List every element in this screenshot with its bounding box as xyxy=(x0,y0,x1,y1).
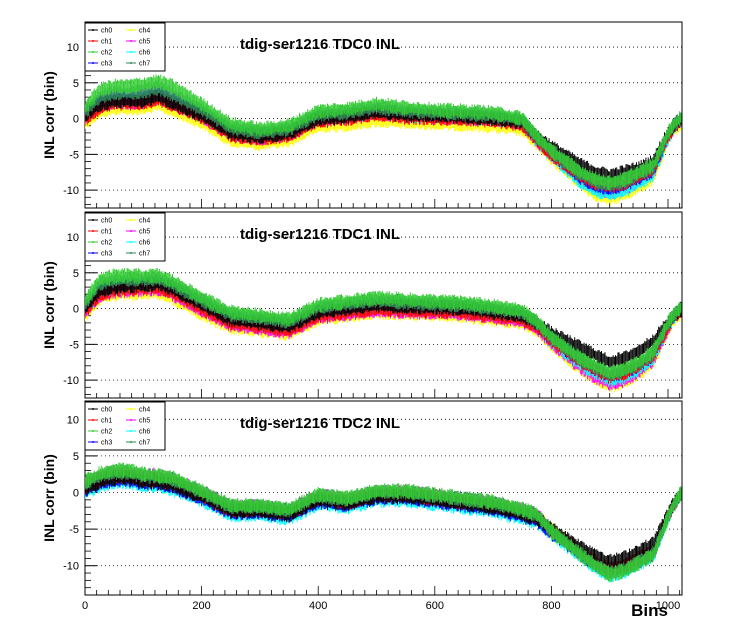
legend-marker-ch6 xyxy=(130,241,132,243)
legend-label-ch4: ch4 xyxy=(139,218,150,225)
y-axis-title: INL corr (bin) xyxy=(41,71,57,159)
panel-tdc0: -10 -5 0 5 10 INL corr (bin) tdig-ser1216 TDC0… xyxy=(41,21,683,209)
legend-label-ch6: ch6 xyxy=(139,429,150,436)
legend-label-ch6: ch6 xyxy=(139,240,150,247)
legend-label-ch3: ch3 xyxy=(101,61,112,68)
legend-marker-ch2 xyxy=(92,430,94,432)
legend: ch0 ch1 ch2 ch3 ch4 ch5 ch6 ch7 xyxy=(84,401,166,451)
panel-title: tdig-ser1216 TDC2 INL xyxy=(240,415,400,432)
legend-label-ch1: ch1 xyxy=(101,39,112,46)
panel-tdc2: -10 -5 0 5 10 0 200 400 600 800 1000 INL corr (bin)… xyxy=(41,400,683,620)
legend-marker-ch0 xyxy=(92,408,94,410)
legend-label-ch0: ch0 xyxy=(101,218,112,225)
legend-label-ch2: ch2 xyxy=(101,50,112,57)
legend-marker-ch7 xyxy=(130,252,132,254)
x-tick-label: 600 xyxy=(426,600,444,612)
legend-label-ch3: ch3 xyxy=(101,251,112,258)
panel-title: tdig-ser1216 TDC1 INL xyxy=(240,226,400,243)
legend-marker-ch4 xyxy=(130,408,132,410)
legend: ch0 ch1 ch2 ch3 ch4 ch5 ch6 ch7 xyxy=(84,22,166,72)
y-axis-title: INL corr (bin) xyxy=(41,454,57,542)
legend-label-ch6: ch6 xyxy=(139,50,150,57)
legend-marker-ch5 xyxy=(130,40,132,42)
x-tick-label: 200 xyxy=(192,600,210,612)
legend: ch0 ch1 ch2 ch3 ch4 ch5 ch6 ch7 xyxy=(84,212,166,262)
legend-label-ch7: ch7 xyxy=(139,251,150,258)
legend-label-ch1: ch1 xyxy=(101,418,112,425)
legend-label-ch4: ch4 xyxy=(139,28,150,35)
legend-marker-ch0 xyxy=(92,219,94,221)
y-tick-label: -10 xyxy=(63,185,79,197)
legend-marker-ch3 xyxy=(92,441,94,443)
panel-tdc1: -10 -5 0 5 10 INL corr (bin) tdig-ser1216 TDC1… xyxy=(41,211,683,399)
legend-label-ch3: ch3 xyxy=(101,440,112,447)
series-group xyxy=(85,268,682,393)
legend-marker-ch4 xyxy=(130,29,132,31)
y-tick-label: -5 xyxy=(69,524,79,536)
legend-label-ch7: ch7 xyxy=(139,440,150,447)
x-tick-label: 800 xyxy=(542,600,560,612)
legend-label-ch0: ch0 xyxy=(101,28,112,35)
y-tick-label: 5 xyxy=(73,451,79,463)
y-tick-label: -5 xyxy=(69,149,79,161)
y-tick-label: -10 xyxy=(63,561,79,573)
y-tick-label: 10 xyxy=(67,414,79,426)
y-tick-label: 10 xyxy=(67,42,79,54)
y-axis-title: INL corr (bin) xyxy=(41,261,57,349)
legend-marker-ch7 xyxy=(130,441,132,443)
legend-label-ch4: ch4 xyxy=(139,407,150,414)
y-tick-label: 0 xyxy=(73,488,79,500)
legend-label-ch5: ch5 xyxy=(139,39,150,46)
legend-label-ch1: ch1 xyxy=(101,229,112,236)
legend-marker-ch1 xyxy=(92,230,94,232)
y-tick-label: 5 xyxy=(73,78,79,90)
series-group xyxy=(85,74,682,206)
legend-marker-ch0 xyxy=(92,29,94,31)
legend-marker-ch1 xyxy=(92,40,94,42)
y-tick-label: 0 xyxy=(73,114,79,126)
legend-label-ch5: ch5 xyxy=(139,418,150,425)
legend-marker-ch5 xyxy=(130,419,132,421)
legend-marker-ch2 xyxy=(92,51,94,53)
legend-box xyxy=(84,212,166,262)
legend-marker-ch3 xyxy=(92,252,94,254)
legend-marker-ch6 xyxy=(130,51,132,53)
legend-marker-ch6 xyxy=(130,430,132,432)
legend-marker-ch5 xyxy=(130,230,132,232)
panel-title: tdig-ser1216 TDC0 INL xyxy=(240,36,400,53)
y-tick-label: 5 xyxy=(73,268,79,280)
legend-marker-ch2 xyxy=(92,241,94,243)
series-ch2 xyxy=(85,462,682,582)
series-ch2 xyxy=(85,268,682,380)
legend-box xyxy=(84,22,166,72)
legend-box xyxy=(84,401,166,451)
legend-label-ch2: ch2 xyxy=(101,429,112,436)
series-ch2 xyxy=(85,74,682,191)
x-tick-label: 1000 xyxy=(656,600,680,612)
legend-label-ch0: ch0 xyxy=(101,407,112,414)
x-axis-title: Bins xyxy=(631,601,668,620)
legend-marker-ch3 xyxy=(92,62,94,64)
series-group xyxy=(85,462,682,583)
legend-label-ch2: ch2 xyxy=(101,240,112,247)
y-tick-label: 10 xyxy=(67,232,79,244)
legend-marker-ch7 xyxy=(130,62,132,64)
legend-marker-ch1 xyxy=(92,419,94,421)
x-tick-label: 400 xyxy=(309,600,327,612)
y-tick-label: 0 xyxy=(73,304,79,316)
legend-label-ch5: ch5 xyxy=(139,229,150,236)
y-tick-label: -5 xyxy=(69,339,79,351)
legend-label-ch7: ch7 xyxy=(139,61,150,68)
legend-marker-ch4 xyxy=(130,219,132,221)
y-tick-label: -10 xyxy=(63,375,79,387)
x-tick-label: 0 xyxy=(82,600,88,612)
